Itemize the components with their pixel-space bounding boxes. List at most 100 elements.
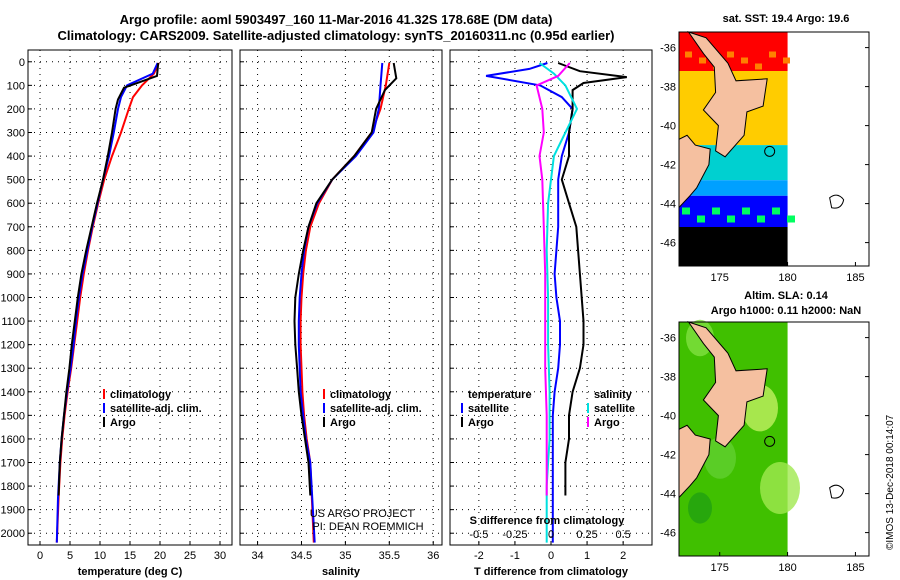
sla-blob [688, 492, 712, 524]
panel1-series-satellite-adj-clim- [55, 62, 159, 543]
page-title-line1: Argo profile: aoml 5903497_160 11-Mar-20… [119, 12, 553, 27]
map-lon-label: 175 [711, 562, 729, 574]
depth-tick-label: 1300 [1, 363, 25, 375]
map-lat-label: -44 [660, 199, 676, 211]
legend-label: Argo [594, 417, 620, 429]
panel3-xtick-label: -2 [474, 550, 484, 562]
legend-label: salinity [594, 389, 633, 401]
map-lat-label: -38 [660, 82, 676, 94]
map-lat-label: -38 [660, 372, 676, 384]
depth-tick-label: 1500 [1, 410, 25, 422]
depth-tick-label: 400 [7, 151, 25, 163]
panel3-xtick-label: 1 [584, 550, 590, 562]
legend-label: Argo [468, 417, 494, 429]
panel3-x2tick-label: -0.5 [469, 529, 488, 541]
north-island [687, 321, 768, 448]
panel1-series-argo [57, 62, 160, 496]
depth-tick-label: 100 [7, 80, 25, 92]
map-lon-label: 175 [711, 272, 729, 284]
depth-tick-label: 1900 [1, 505, 25, 517]
panel1-xtick-label: 10 [94, 550, 106, 562]
legend-label: climatology [110, 389, 172, 401]
north-island [687, 31, 768, 158]
legend-label: climatology [330, 389, 392, 401]
panel2-series-satellite-adj-clim- [297, 62, 384, 543]
sla-map-frame [678, 321, 870, 557]
depth-tick-label: 1400 [1, 387, 25, 399]
map-lat-label: -46 [660, 528, 676, 540]
panel3-series-satellite [485, 62, 574, 543]
panel2-xtick-label: 35.5 [379, 550, 400, 562]
panel3-xtick-label: 0 [548, 550, 554, 562]
legend-label: Argo [330, 417, 356, 429]
watermark-line1: US ARGO PROJECT [310, 508, 415, 520]
sst-pixel [757, 215, 765, 223]
sst-map [678, 31, 870, 267]
panel3-x2tick-label: -0.25 [502, 529, 527, 541]
depth-tick-label: 0 [19, 57, 25, 69]
panel2-xtick-label: 34 [251, 550, 263, 562]
sst-pixel [741, 57, 748, 64]
map-lat-label: -46 [660, 238, 676, 250]
panel2-series-argo [293, 62, 398, 496]
panel3-xtick-label: 2 [620, 550, 626, 562]
panel3-series-salinity-argo [535, 62, 571, 496]
depth-tick-label: 1700 [1, 458, 25, 470]
panel3-xtick-label: -1 [510, 550, 520, 562]
depth-tick-label: 1200 [1, 340, 25, 352]
depth-tick-label: 1600 [1, 434, 25, 446]
panel1-xtick-label: 20 [154, 550, 166, 562]
depth-tick-label: 1000 [1, 293, 25, 305]
panel1-series-climatology [55, 62, 160, 543]
legend-label: Argo [110, 417, 136, 429]
depth-tick-label: 2000 [1, 528, 25, 540]
sst-pixel [699, 57, 706, 64]
sst-pixel [697, 215, 705, 223]
panel1-xlabel: temperature (deg C) [78, 566, 183, 578]
depth-tick-label: 900 [7, 269, 25, 281]
sst-map-title: sat. SST: 19.4 Argo: 19.6 [722, 13, 850, 25]
depth-tick-label: 200 [7, 104, 25, 116]
sst-pixel [755, 63, 762, 70]
panel3-x2tick-label: 0 [548, 529, 554, 541]
map-lat-label: -36 [660, 43, 676, 55]
chatham-islands [829, 484, 845, 499]
chatham-islands [829, 194, 845, 209]
map-lon-label: 180 [778, 562, 796, 574]
panel3-series-salinity-satellite [538, 62, 579, 543]
map-lat-label: -42 [660, 160, 676, 172]
sst-pixel [772, 207, 780, 215]
map-lat-label: -40 [660, 411, 676, 423]
legend-label: satellite-adj. clim. [110, 403, 202, 415]
panel2-xtick-label: 34.5 [291, 550, 312, 562]
panel2-xtick-label: 35 [339, 550, 351, 562]
sla-map-subtitle: Argo h1000: 0.11 h2000: NaN [710, 305, 862, 317]
legend-label: satellite [468, 403, 509, 415]
depth-tick-label: 1800 [1, 481, 25, 493]
panel3-x2tick-label: 0.25 [576, 529, 597, 541]
panel3-xlabel: T difference from climatology [474, 566, 629, 578]
sst-pixel [712, 207, 720, 215]
sst-band [679, 180, 788, 196]
depth-tick-label: 600 [7, 198, 25, 210]
sla-map [678, 319, 870, 557]
map-lon-label: 185 [846, 562, 864, 574]
float-location-marker [764, 145, 776, 157]
map-lat-label: -42 [660, 450, 676, 462]
legend-label: satellite-adj. clim. [330, 403, 422, 415]
sst-band [679, 227, 788, 266]
map-lon-label: 185 [846, 272, 864, 284]
panel2-xtick-label: 36 [427, 550, 439, 562]
watermark-line2: PI: DEAN ROEMMICH [312, 521, 423, 533]
depth-tick-label: 300 [7, 128, 25, 140]
panel3-x2label: S difference from climatology [470, 515, 626, 527]
panel1-xtick-label: 5 [67, 550, 73, 562]
page-title-line2: Climatology: CARS2009. Satellite-adjuste… [57, 28, 615, 43]
panel3-series-argo [557, 62, 627, 496]
sst-pixel [727, 51, 734, 58]
sst-pixel [783, 57, 790, 64]
sst-map-frame [678, 31, 870, 267]
map-lat-label: -40 [660, 121, 676, 133]
panel1-xtick-label: 15 [124, 550, 136, 562]
